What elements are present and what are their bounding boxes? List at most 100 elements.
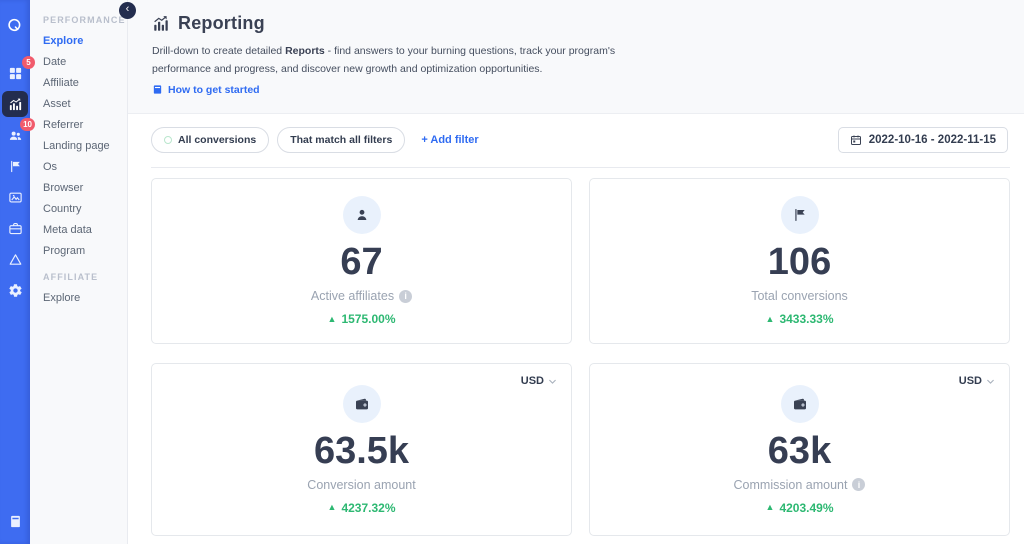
sidebar-item-country[interactable]: Country — [43, 203, 82, 215]
gear-icon — [8, 283, 22, 297]
bar-chart-icon — [9, 98, 21, 110]
card-label: Active affiliates — [310, 289, 413, 304]
rail-item-commissions[interactable] — [2, 215, 28, 241]
card-delta: ▲ 1575.00% — [328, 312, 396, 326]
chevron-down-icon — [987, 379, 994, 384]
card-label: Commission amount — [734, 478, 866, 492]
card-value: 63k — [767, 429, 832, 472]
chevron-down-icon — [549, 379, 556, 384]
card-value: 63.5k — [313, 429, 410, 472]
info-icon[interactable] — [852, 478, 866, 492]
sidebar-item-os[interactable]: Os — [43, 161, 58, 173]
trend-up-icon: ▲ — [327, 313, 337, 324]
sidebar: PERFORMANCE Explore Date Affiliate Asset… — [30, 0, 128, 544]
sidebar-section-performance: PERFORMANCE Explore Date Affiliate Asset… — [43, 15, 126, 262]
all-conversions-button[interactable]: All conversions — [151, 127, 270, 154]
rail-item-settings[interactable] — [2, 277, 28, 303]
sidebar-section-affiliate: AFFILIATE Explore — [43, 272, 121, 309]
image-icon — [8, 192, 22, 202]
card-icon-circle — [780, 196, 819, 235]
page-description: Drill-down to create detailed Reports - … — [152, 42, 644, 79]
dashboard-badge: 5 — [22, 56, 35, 69]
card-label-text: Active affiliates — [310, 289, 395, 304]
book-icon — [153, 85, 162, 94]
status-ring-icon — [164, 136, 172, 145]
trend-up-icon: ▲ — [327, 502, 337, 513]
description-text: Drill-down to create detailed — [152, 45, 286, 57]
sidebar-item-date[interactable]: Date — [43, 56, 67, 68]
card-icon-circle — [342, 196, 381, 235]
card-value: 67 — [340, 241, 383, 284]
people-icon — [9, 131, 21, 140]
card-delta: ▲ 3433.33% — [766, 312, 834, 326]
sidebar-item-explore[interactable]: Explore — [43, 35, 84, 47]
currency-value: USD — [520, 375, 544, 388]
match-all-filters-label: That match all filters — [290, 134, 393, 147]
main-content: Reporting Drill-down to create detailed … — [119, 0, 1024, 544]
rail-item-affiliates[interactable]: 10 — [2, 118, 35, 148]
brand-logo[interactable] — [4, 12, 26, 36]
wallet-icon — [793, 398, 806, 410]
sidebar-item-program[interactable]: Program — [43, 245, 86, 257]
person-icon — [357, 210, 366, 221]
rail-nav: 5 10 — [2, 56, 35, 303]
page-title-row: Reporting — [152, 13, 1000, 34]
currency-selector[interactable]: USD — [959, 375, 996, 387]
date-range-picker[interactable]: 2022-10-16 - 2022-11-15 — [837, 127, 1008, 154]
flag-icon — [10, 160, 20, 172]
card-delta-value: 4237.32% — [341, 500, 396, 515]
how-to-get-started-link[interactable]: How to get started — [152, 84, 260, 96]
page-header: Reporting Drill-down to create detailed … — [128, 0, 1024, 115]
card-label-text: Total conversions — [751, 289, 848, 304]
info-icon[interactable] — [399, 289, 413, 303]
currency-selector[interactable]: USD — [521, 375, 558, 387]
card-total-conversions: 106 Total conversions ▲ 3433.33% — [589, 178, 1010, 345]
bar-chart-icon — [154, 15, 168, 31]
match-all-filters-button[interactable]: That match all filters — [277, 127, 406, 154]
description-text: - find answers to your burning questions… — [152, 45, 616, 76]
card-delta: ▲ 4237.32% — [328, 501, 396, 515]
card-label: Total conversions — [751, 289, 848, 303]
briefcase-icon — [8, 222, 22, 234]
flag-icon — [794, 209, 805, 222]
card-value: 106 — [767, 241, 832, 284]
sidebar-item-landing-page[interactable]: Landing page — [43, 140, 110, 152]
icon-rail: 5 10 — [0, 0, 35, 544]
rail-item-assets[interactable] — [2, 184, 28, 210]
date-range-value: 2022-10-16 - 2022-11-15 — [868, 134, 996, 147]
stats-grid: 67 Active affiliates ▲ 1575.00% — [151, 178, 1010, 537]
sidebar-item-referrer[interactable]: Referrer — [43, 119, 84, 131]
card-delta-value: 3433.33% — [779, 312, 834, 327]
brand-logo-icon — [8, 18, 21, 32]
rail-item-docs[interactable] — [2, 508, 28, 534]
card-label: Conversion amount — [307, 478, 415, 492]
rail-item-dashboard[interactable]: 5 — [2, 56, 35, 86]
help-link-label: How to get started — [168, 83, 260, 96]
sidebar-item-meta-data[interactable]: Meta data — [43, 224, 92, 236]
add-filter-button[interactable]: + Add filter — [421, 134, 479, 147]
sidebar-section-title: AFFILIATE — [43, 272, 99, 282]
sidebar-item-affiliate-explore[interactable]: Explore — [43, 292, 81, 304]
rail-item-programs[interactable] — [2, 153, 28, 179]
rail-item-integrations[interactable] — [2, 246, 28, 272]
filter-toolbar: All conversions That match all filters +… — [128, 114, 1024, 154]
book-icon — [10, 515, 20, 527]
grid-icon — [9, 67, 21, 79]
card-icon-circle — [780, 384, 819, 423]
all-conversions-label: All conversions — [178, 134, 257, 147]
card-label-text: Conversion amount — [307, 477, 416, 492]
sidebar-item-affiliate[interactable]: Affiliate — [43, 77, 79, 89]
card-label-text: Commission amount — [733, 477, 848, 492]
sidebar-item-asset[interactable]: Asset — [43, 98, 71, 110]
sidebar-item-browser[interactable]: Browser — [43, 182, 84, 194]
card-commission-amount: USD 63k Commission amount — [589, 363, 1010, 537]
affiliates-badge: 10 — [20, 118, 35, 131]
rail-item-reporting[interactable] — [2, 91, 28, 117]
sidebar-section-title: PERFORMANCE — [43, 15, 126, 25]
page-title: Reporting — [178, 13, 265, 33]
trend-up-icon: ▲ — [765, 313, 775, 324]
card-delta: ▲ 4203.49% — [766, 501, 834, 515]
collapse-sidebar-button[interactable] — [119, 2, 136, 19]
triangle-icon — [9, 253, 21, 265]
